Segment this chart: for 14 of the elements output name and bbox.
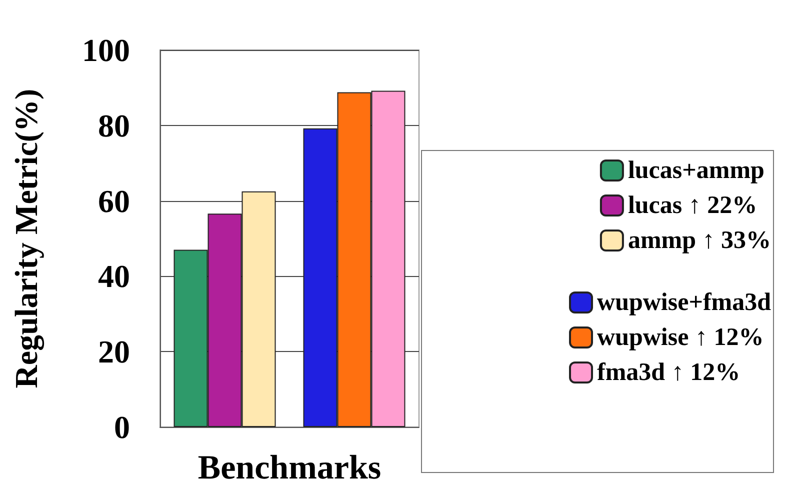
- y-tick-label: 100: [82, 32, 130, 68]
- y-tick-label: 60: [98, 182, 130, 219]
- y-tick-label: 40: [98, 258, 130, 294]
- legend-label: lucas ↑ 22%: [628, 192, 758, 219]
- y-tick-label: 80: [98, 107, 130, 144]
- x-axis-title: Benchmarks: [198, 450, 382, 486]
- legend-label: ammp ↑ 33%: [628, 227, 772, 254]
- y-tick-label: 20: [98, 334, 130, 370]
- legend-label: fma3d ↑ 12%: [597, 359, 740, 386]
- y-tick-label: 0: [114, 409, 130, 445]
- legend-label: wupwise ↑ 12%: [597, 324, 764, 351]
- legend-label: lucas+ammp: [628, 157, 764, 184]
- legend-label: wupwise+fma3d: [597, 289, 772, 316]
- y-axis-title: Regularity Metric(%): [8, 88, 45, 388]
